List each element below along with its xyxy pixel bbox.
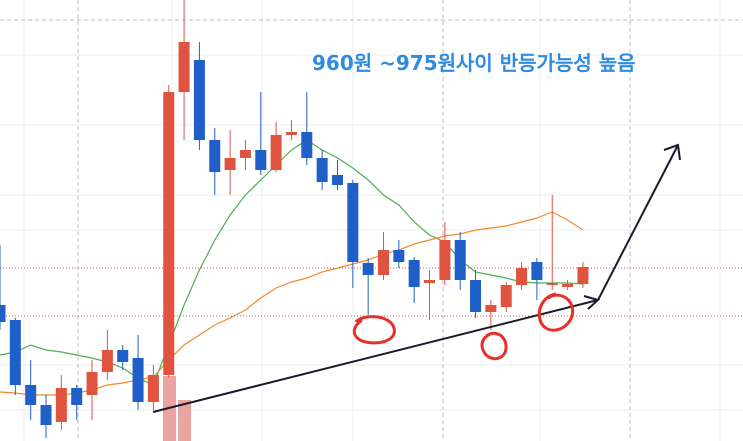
candle-body: [316, 158, 328, 182]
candle-body: [285, 132, 297, 135]
levels: [0, 267, 743, 317]
candle-body: [301, 132, 313, 158]
candle-body: [331, 175, 343, 185]
candle-body: [117, 350, 129, 362]
candle-body: [270, 135, 282, 170]
candle-body: [485, 305, 497, 312]
candle-body: [562, 284, 574, 287]
arrow-line: [597, 144, 679, 301]
candle-body: [132, 358, 144, 402]
candle-body: [439, 240, 451, 280]
candle-body: [55, 388, 67, 422]
candle-body: [25, 385, 37, 405]
moving-average: [0, 211, 584, 396]
candle-body: [178, 42, 190, 92]
volume-bar: [178, 400, 191, 441]
candle-body: [193, 60, 205, 140]
candle-body: [86, 372, 98, 395]
candle-body: [209, 140, 221, 172]
candle-body: [239, 150, 251, 158]
circle-mark: [352, 315, 396, 345]
candle-body: [454, 240, 466, 280]
candle-body: [347, 183, 359, 262]
candle-body: [163, 92, 175, 375]
candle-body: [408, 260, 420, 287]
trend-line: [152, 299, 599, 413]
candle-body: [424, 280, 436, 283]
candle-body: [40, 405, 52, 425]
candles: [0, 0, 589, 438]
candle-body: [362, 263, 374, 275]
circle-mark: [480, 331, 508, 361]
arrow-head: [663, 143, 681, 161]
candle-body: [500, 285, 512, 307]
candle-body: [531, 262, 543, 280]
candle-body: [9, 320, 21, 385]
candle-body: [101, 350, 113, 372]
candle-body: [255, 150, 267, 170]
candle-body: [0, 305, 6, 322]
candle-body: [546, 283, 558, 285]
circle-mark: [537, 292, 575, 332]
candle-body: [378, 250, 389, 275]
candle-body: [470, 280, 482, 312]
candle-body: [393, 250, 405, 262]
candle-body: [224, 158, 236, 170]
drawings: [152, 143, 681, 413]
moving-average: [0, 139, 583, 386]
candle-body: [147, 375, 159, 402]
candle-body: [516, 268, 528, 285]
candle-body: [71, 388, 83, 405]
annotation: 960원 ~975원사이 반등가능성 높음: [312, 51, 636, 75]
candle-body: [577, 267, 589, 284]
